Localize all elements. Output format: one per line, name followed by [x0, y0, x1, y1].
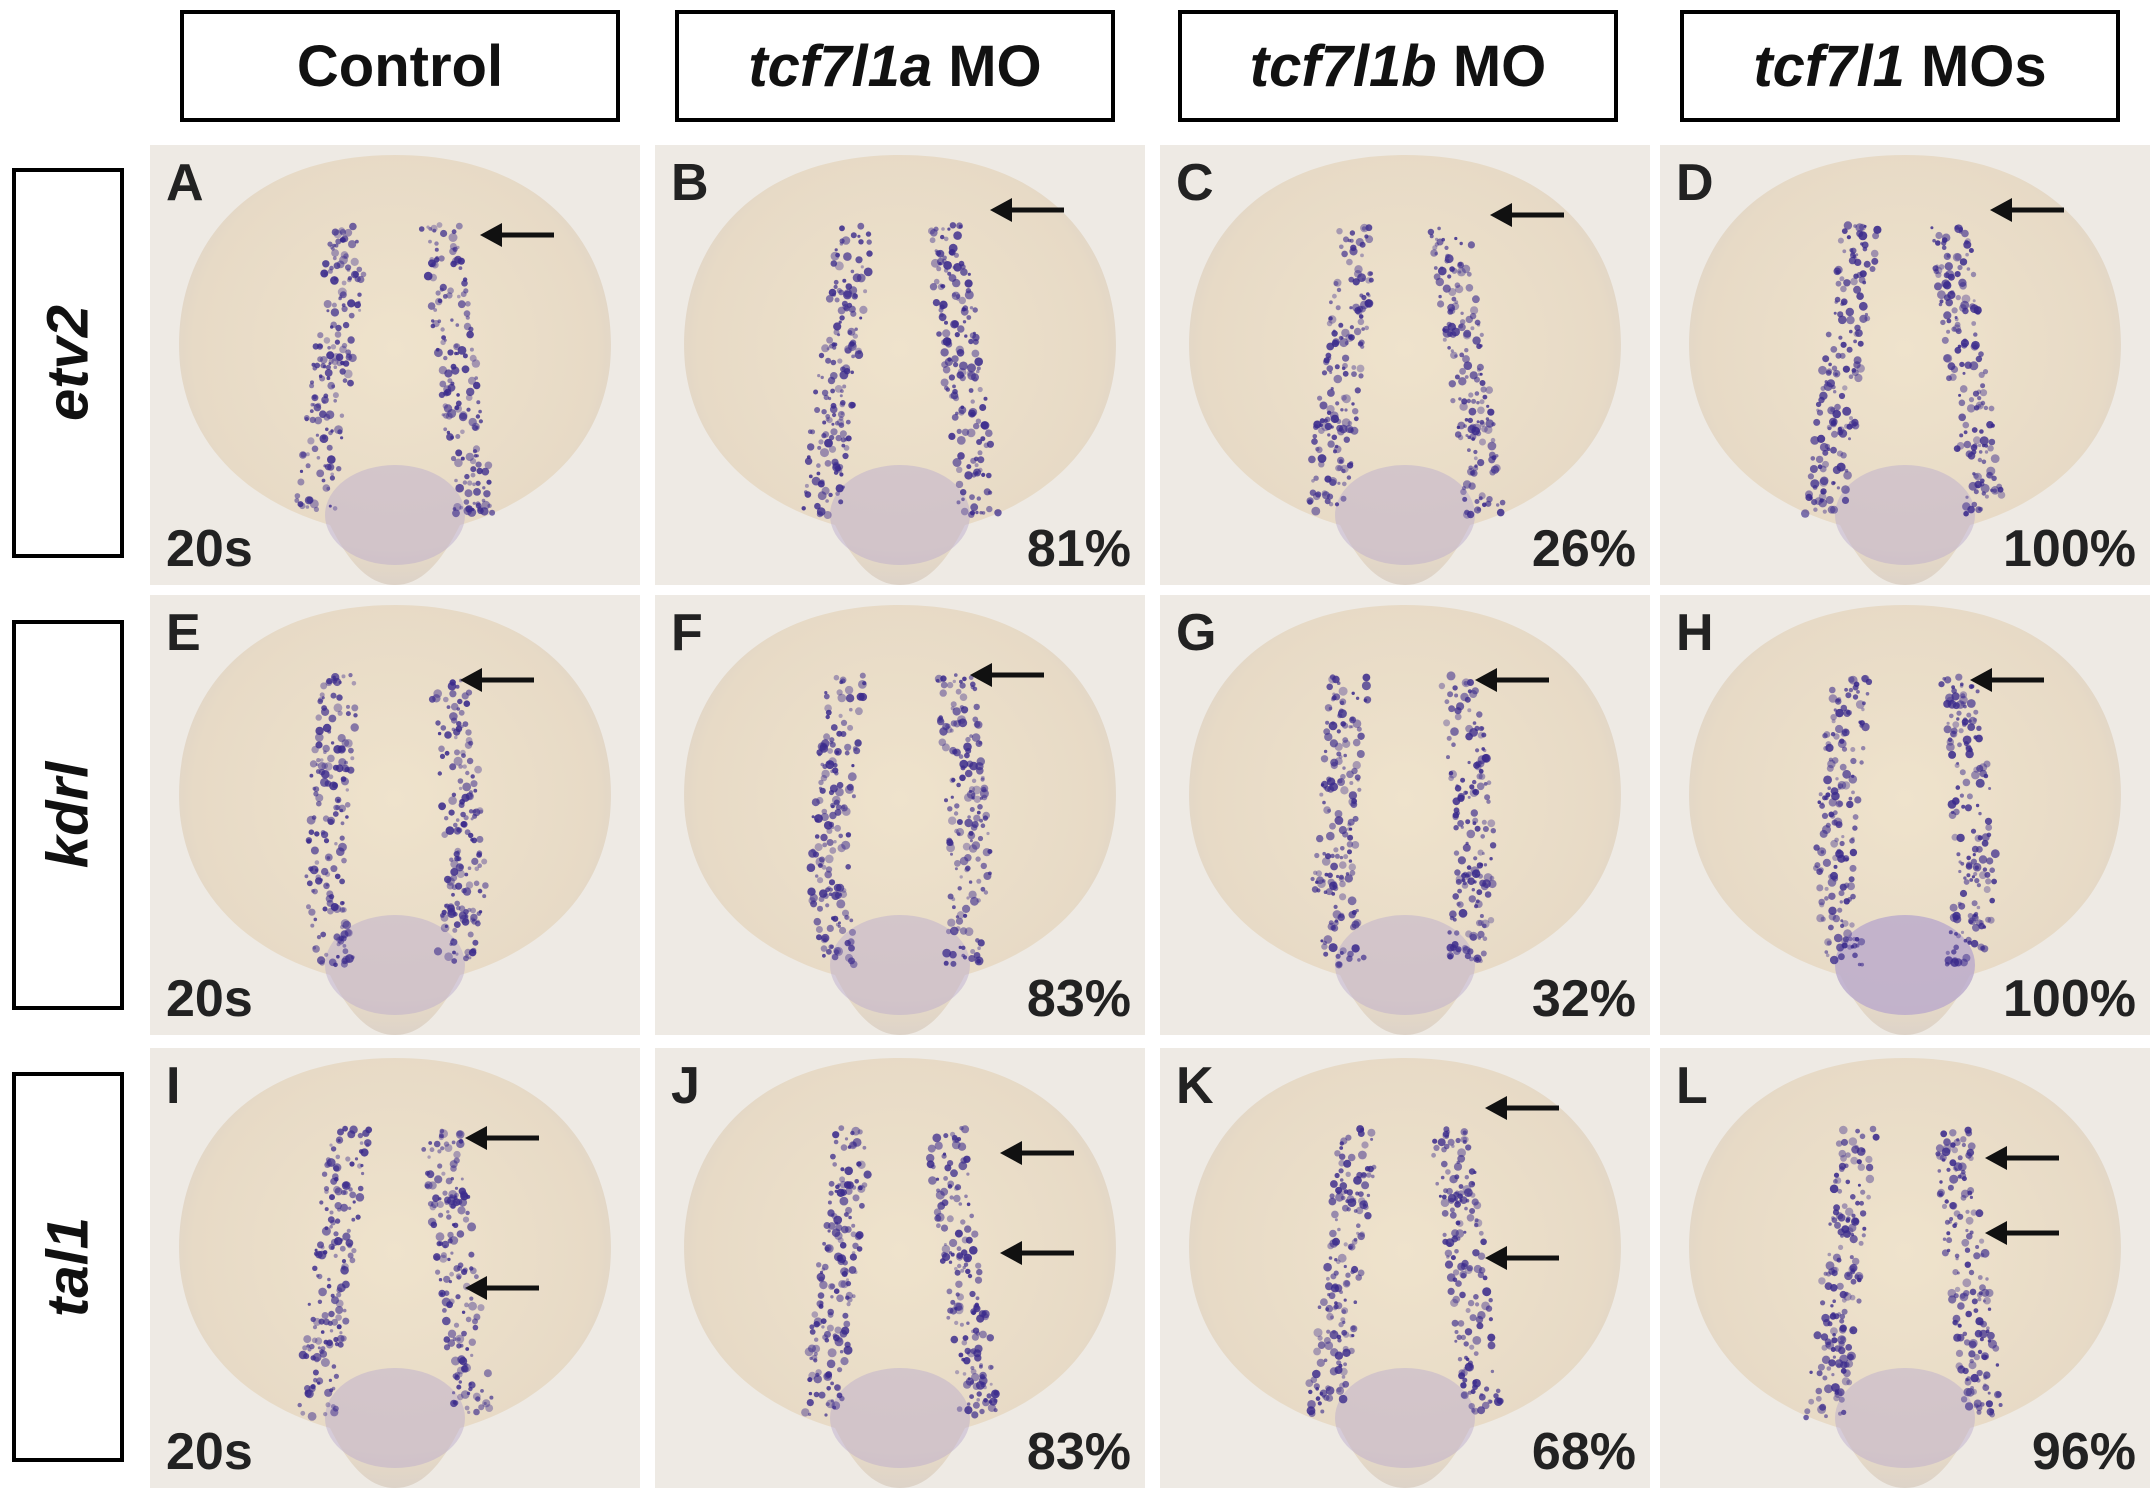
embryo-image — [684, 155, 1116, 585]
embryo-panel-c: C 26% — [1160, 145, 1650, 585]
column-suffix: MO — [1436, 33, 1547, 99]
embryo-image — [179, 1058, 611, 1488]
row-header-tal1: tal1 — [12, 1072, 124, 1462]
panel-letter: J — [671, 1057, 700, 1115]
column-suffix: MO — [932, 33, 1042, 99]
arrow-icon — [970, 663, 1044, 687]
embryo-image — [1689, 605, 2121, 1035]
embryo-image — [1189, 155, 1621, 585]
arrow-icon — [465, 1276, 539, 1300]
arrow-icon — [1490, 203, 1564, 227]
row-header-kdrl: kdrl — [12, 620, 124, 1010]
column-gene: tcf7l1 — [1753, 33, 1905, 99]
column-header-control: Control — [180, 10, 620, 122]
embryo-panel-l: L 96% — [1660, 1048, 2150, 1488]
panel-letter: L — [1676, 1057, 1708, 1115]
arrow-icon — [1475, 668, 1549, 692]
percentage-label: 68% — [1531, 1423, 1636, 1481]
panel-letter: E — [166, 604, 201, 662]
column-gene: tcf7l1a — [748, 33, 933, 99]
row-header-etv2: etv2 — [12, 168, 124, 558]
arrow-icon — [990, 198, 1064, 222]
percentage-label: 83% — [1026, 1423, 1131, 1481]
embryo-image — [684, 605, 1116, 1035]
panel-letter: I — [166, 1057, 181, 1115]
column-header-tcf7l1: tcf7l1 MOs — [1680, 10, 2120, 122]
panel-letter: F — [671, 604, 703, 662]
panel-letter: H — [1676, 604, 1714, 662]
percentage-label: 96% — [2031, 1423, 2136, 1481]
arrow-icon — [1990, 198, 2064, 222]
arrow-icon — [1000, 1241, 1074, 1265]
arrow-icon — [1485, 1096, 1559, 1120]
embryo-image — [179, 155, 611, 585]
percentage-label: 83% — [1026, 970, 1131, 1028]
embryo-panel-j: J 83% — [655, 1048, 1145, 1488]
panel-letter: G — [1176, 604, 1217, 662]
embryo-panel-i: I 20s — [150, 1048, 640, 1488]
row-label: etv2 — [35, 304, 101, 422]
embryo-image — [684, 1058, 1116, 1488]
stage-label: 20s — [166, 970, 253, 1028]
arrow-icon — [1985, 1221, 2059, 1245]
percentage-label: 32% — [1531, 970, 1636, 1028]
embryo-panel-h: H 100% — [1660, 595, 2150, 1035]
column-suffix: Control — [296, 33, 504, 99]
arrow-icon — [1970, 668, 2044, 692]
arrow-icon — [1000, 1141, 1074, 1165]
percentage-label: 100% — [2003, 970, 2136, 1028]
percentage-label: 26% — [1531, 520, 1636, 578]
embryo-panel-b: B 81% — [655, 145, 1145, 585]
embryo-image — [1689, 155, 2121, 585]
arrow-icon — [480, 223, 554, 247]
column-gene: tcf7l1b — [1249, 33, 1437, 99]
arrow-icon — [1485, 1246, 1559, 1270]
panel-letter: A — [166, 154, 204, 212]
stage-label: 20s — [166, 520, 253, 578]
embryo-panel-d: D 100% — [1660, 145, 2150, 585]
panel-letter: K — [1176, 1057, 1214, 1115]
embryo-panel-a: A 20s — [150, 145, 640, 585]
percentage-label: 100% — [2003, 520, 2136, 578]
stage-label: 20s — [166, 1423, 253, 1481]
arrow-icon — [1985, 1146, 2059, 1170]
column-header-tcf7l1b: tcf7l1b MO — [1178, 10, 1618, 122]
embryo-image — [1189, 1058, 1621, 1488]
row-label: tal1 — [35, 1217, 101, 1317]
panel-letter: D — [1676, 154, 1714, 212]
embryo-panel-g: G 32% — [1160, 595, 1650, 1035]
embryo-panel-k: K 68% — [1160, 1048, 1650, 1488]
embryo-image — [1189, 605, 1621, 1035]
column-suffix: MOs — [1904, 33, 2047, 99]
arrow-icon — [460, 668, 534, 692]
column-header-tcf7l1a: tcf7l1a MO — [675, 10, 1115, 122]
embryo-panel-f: F 83% — [655, 595, 1145, 1035]
panel-letter: C — [1176, 154, 1214, 212]
embryo-panel-e: E 20s — [150, 595, 640, 1035]
embryo-image — [179, 605, 611, 1035]
arrow-icon — [465, 1126, 539, 1150]
percentage-label: 81% — [1026, 520, 1131, 578]
embryo-image — [1689, 1058, 2121, 1488]
row-label: kdrl — [35, 761, 101, 869]
panel-letter: B — [671, 154, 709, 212]
